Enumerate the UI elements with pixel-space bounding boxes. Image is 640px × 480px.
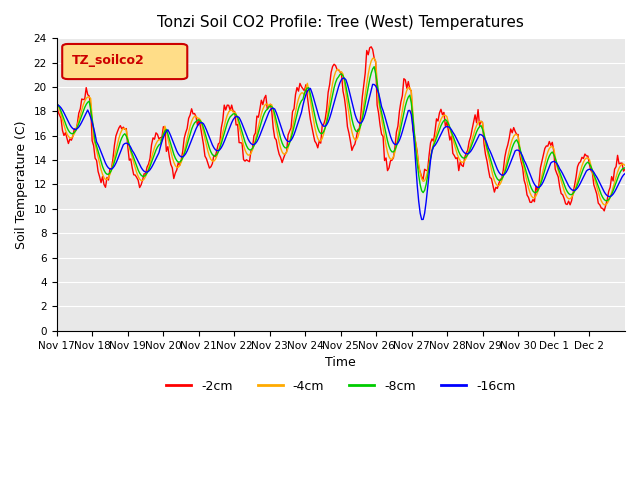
-4cm (460, 159, 467, 165)
X-axis label: Time: Time (325, 356, 356, 369)
-2cm (52, 100, 60, 106)
-4cm (345, 112, 353, 118)
-2cm (345, 130, 353, 136)
-8cm (602, 198, 609, 204)
Text: TZ_soilco2: TZ_soilco2 (72, 54, 145, 68)
-16cm (339, 75, 347, 81)
-16cm (620, 172, 627, 178)
-2cm (72, 128, 79, 133)
-4cm (90, 135, 97, 141)
Title: Tonzi Soil CO2 Profile: Tree (West) Temperatures: Tonzi Soil CO2 Profile: Tree (West) Temp… (157, 15, 524, 30)
-8cm (460, 155, 467, 161)
Legend: -2cm, -4cm, -8cm, -16cm: -2cm, -4cm, -8cm, -16cm (161, 375, 520, 398)
-4cm (52, 100, 60, 106)
-16cm (52, 102, 60, 108)
-2cm (460, 164, 467, 169)
Line: -2cm: -2cm (56, 47, 625, 211)
-2cm (621, 166, 629, 172)
-16cm (418, 216, 426, 222)
Y-axis label: Soil Temperature (C): Soil Temperature (C) (15, 120, 28, 249)
-16cm (90, 125, 97, 131)
-4cm (544, 149, 552, 155)
Line: -16cm: -16cm (56, 78, 625, 219)
-8cm (371, 64, 378, 70)
-8cm (544, 157, 552, 163)
-8cm (90, 127, 97, 132)
-4cm (600, 202, 608, 208)
FancyBboxPatch shape (62, 44, 188, 79)
-8cm (620, 166, 627, 171)
-4cm (369, 56, 376, 61)
-8cm (52, 101, 60, 107)
-2cm (544, 143, 552, 149)
-16cm (545, 164, 553, 169)
Line: -4cm: -4cm (56, 59, 625, 205)
-4cm (620, 161, 627, 167)
-16cm (621, 171, 629, 177)
Line: -8cm: -8cm (56, 67, 625, 201)
-8cm (345, 100, 353, 106)
-4cm (621, 163, 629, 168)
-16cm (347, 93, 355, 99)
-2cm (600, 208, 608, 214)
-8cm (621, 165, 629, 171)
-16cm (461, 150, 468, 156)
-2cm (90, 143, 97, 149)
-16cm (72, 127, 79, 132)
-8cm (72, 128, 79, 133)
-2cm (620, 168, 627, 174)
-4cm (72, 127, 79, 133)
-2cm (367, 44, 375, 50)
